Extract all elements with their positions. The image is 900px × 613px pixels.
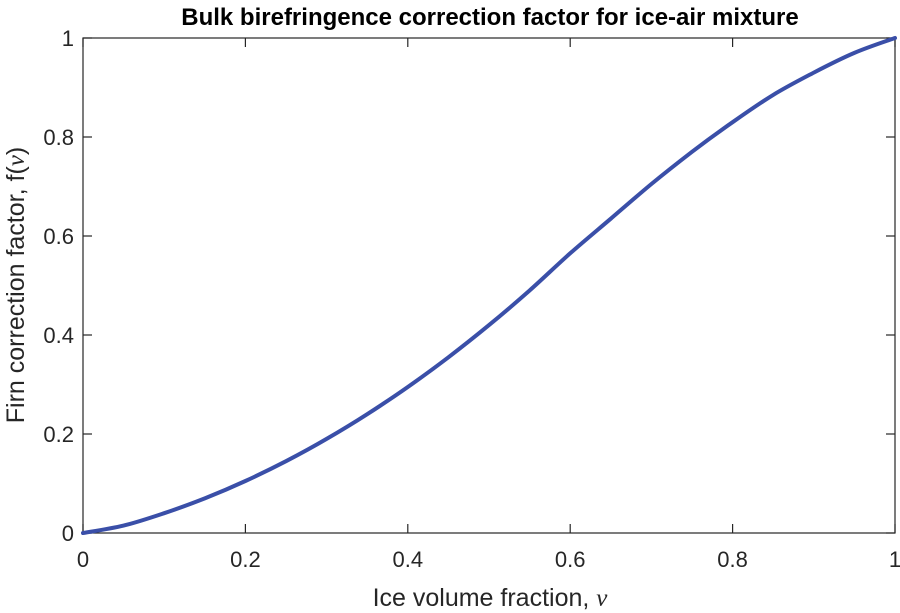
y-tick-label: 0.2 — [43, 422, 74, 447]
y-axis-label-text: Firn correction factor, f( — [2, 166, 30, 424]
plot-area — [82, 37, 896, 534]
y-tick-label: 1 — [62, 26, 74, 51]
y-tick-label: 0.4 — [43, 323, 74, 348]
x-axis-label: Ice volume fraction, ν — [373, 584, 609, 612]
x-tick-label: 0.6 — [555, 547, 586, 572]
y-axis-ticks: 0 0.2 0.4 0.6 0.8 1 — [43, 26, 895, 546]
x-axis-ticks: 0 0.2 0.4 0.6 0.8 1 — [77, 38, 900, 572]
x-axis-label-text: Ice volume fraction, — [373, 584, 597, 612]
y-axis-label-close: ) — [2, 147, 30, 155]
x-tick-label: 0.4 — [393, 547, 424, 572]
x-tick-label: 0.8 — [717, 547, 748, 572]
y-tick-label: 0.6 — [43, 224, 74, 249]
x-axis-label-symbol: ν — [596, 585, 608, 612]
y-axis-label-symbol: ν — [3, 154, 30, 166]
y-tick-label: 0.8 — [43, 125, 74, 150]
x-tick-label: 0 — [77, 547, 89, 572]
x-tick-label: 0.2 — [230, 547, 261, 572]
x-tick-label: 1 — [889, 547, 900, 572]
y-tick-label: 0 — [62, 521, 74, 546]
chart-title: Bulk birefringence correction factor for… — [181, 4, 799, 31]
y-axis-label: Firn correction factor, f(ν) — [2, 147, 30, 423]
series-line — [81, 36, 897, 535]
